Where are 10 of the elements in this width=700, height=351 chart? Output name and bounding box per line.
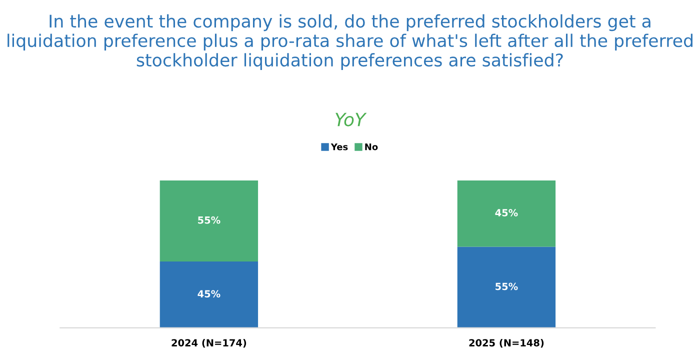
- data-label: 55%: [198, 216, 220, 224]
- data-label: 55%: [496, 282, 518, 290]
- chart-subtitle: YoY: [336, 112, 367, 126]
- data-label: 45%: [495, 209, 518, 216]
- legend-label: No: [365, 144, 378, 150]
- x-tick-label: 2025 (N=148): [469, 338, 544, 348]
- data-label: 45%: [198, 290, 220, 298]
- x-tick-label: 2024 (N=174): [172, 338, 246, 348]
- chart-title: In the event the company is sold, do the preferred stockholders get a liquidation preference plus a pro-rata share of what's left after all the preferred stockholder liquidation preferences are satisfied?: [8, 14, 692, 70]
- legend-label: Yes: [330, 144, 348, 150]
